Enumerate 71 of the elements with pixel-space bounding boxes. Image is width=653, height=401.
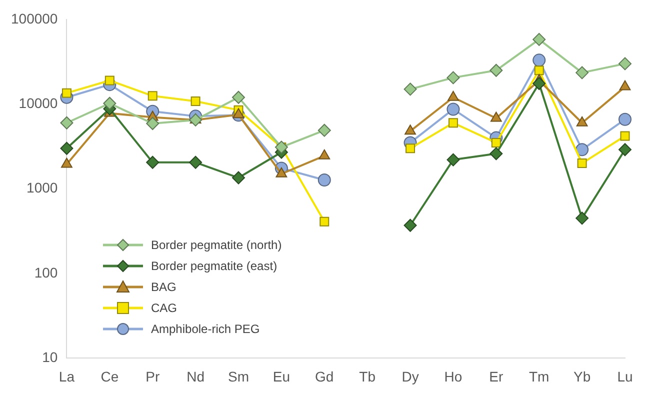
legend-label: Amphibole-rich PEG — [151, 321, 260, 338]
point — [232, 90, 245, 104]
point — [318, 174, 331, 187]
y-tick-label: 1000 — [26, 180, 58, 196]
point — [276, 167, 288, 178]
point — [318, 149, 330, 160]
y-tick-label: 10 — [42, 349, 58, 366]
point — [618, 143, 632, 156]
point — [448, 90, 459, 101]
point — [490, 147, 503, 160]
point — [532, 54, 546, 67]
point — [576, 116, 588, 126]
point — [576, 212, 589, 225]
x-tick-label: Sm — [228, 368, 249, 384]
x-tick-label: Yb — [573, 368, 591, 384]
point — [318, 124, 331, 137]
y-tick-label: 100 — [34, 264, 58, 280]
point — [620, 131, 630, 141]
point — [146, 156, 160, 169]
point — [189, 113, 202, 126]
point — [104, 76, 114, 86]
point — [406, 144, 416, 154]
point — [619, 80, 631, 90]
x-tick-label: Dy — [402, 368, 419, 384]
point — [491, 138, 501, 148]
x-tick-label: Tb — [359, 368, 376, 384]
point — [446, 71, 460, 84]
point — [490, 64, 503, 77]
x-tick-label: Pr — [146, 368, 160, 384]
x-tick-label: Lu — [617, 368, 633, 384]
point — [576, 66, 589, 80]
point — [618, 112, 632, 126]
point — [446, 102, 460, 116]
point — [532, 77, 546, 90]
point — [576, 143, 589, 156]
point — [404, 124, 416, 135]
x-tick-label: Ce — [100, 368, 119, 384]
x-tick-label: Nd — [186, 368, 205, 384]
point — [404, 218, 417, 232]
point — [490, 112, 502, 122]
point — [146, 117, 160, 130]
point — [232, 171, 245, 184]
point — [189, 156, 202, 169]
point — [190, 96, 200, 106]
point — [103, 96, 116, 110]
x-tick-label: Tm — [529, 368, 550, 384]
point — [60, 116, 74, 130]
point — [577, 158, 587, 168]
x-tick-label: Ho — [444, 368, 462, 384]
point — [618, 57, 632, 70]
point — [446, 153, 460, 166]
y-tick-label: 10000 — [18, 94, 58, 111]
point — [534, 66, 544, 76]
x-tick-label: Eu — [272, 368, 290, 384]
point — [404, 82, 417, 96]
x-tick-label: La — [58, 368, 75, 384]
point — [148, 91, 158, 101]
point — [60, 142, 74, 155]
legend-label: Border pegmatite (north) — [151, 237, 282, 254]
y-tick-label: 100000 — [11, 10, 58, 26]
point — [61, 158, 72, 168]
point — [320, 216, 330, 226]
legend-label: CAG — [151, 300, 178, 317]
x-tick-label: Er — [489, 368, 504, 384]
point — [232, 108, 244, 118]
point — [448, 118, 458, 128]
x-tick-label: Gd — [315, 368, 334, 384]
point — [532, 32, 546, 46]
legend-label: Border pegmatite (east) — [151, 258, 278, 275]
point — [62, 88, 72, 98]
legend-label: BAG — [151, 279, 176, 296]
